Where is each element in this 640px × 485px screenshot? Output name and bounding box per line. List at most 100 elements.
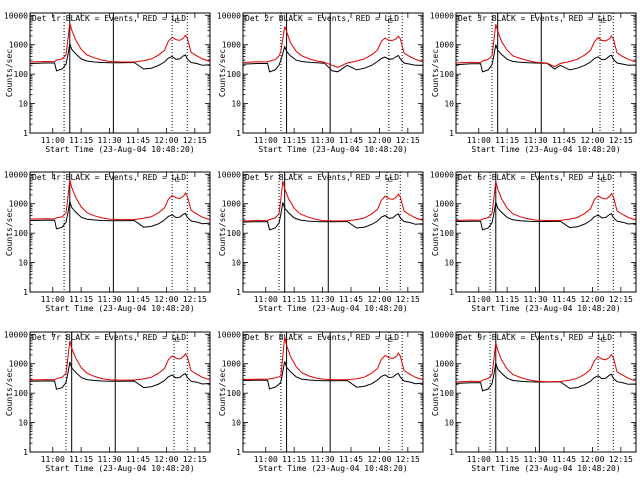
x-tick-label: 11:00 xyxy=(254,295,278,304)
x-tick-label: 12:00 xyxy=(580,136,604,145)
y-tick-label: 10 xyxy=(444,100,454,109)
y-tick-label: 100 xyxy=(227,70,242,79)
x-axis-label: Start Time (23-Aug-04 10:48:20) xyxy=(258,145,407,154)
panel-title: Det 5r BLACK = Events, RED = LLD xyxy=(245,173,399,182)
plot-frame xyxy=(242,171,424,293)
y-tick-label: 10000 xyxy=(430,170,454,179)
panel-det-6: 1 10 100 1000 10000 11:00 11:15 11:30 11:45 12:00… xyxy=(430,170,637,313)
panel-title: Det 8r BLACK = Events, RED = LLD xyxy=(245,333,399,342)
panel-det-2: 1 10 100 1000 10000 11:00 11:15 11:30 11:45 12:00… xyxy=(217,11,424,154)
y-tick-label: 10000 xyxy=(430,11,454,20)
y-tick-label: 10 xyxy=(444,259,454,268)
y-axis-label: Counts/sec xyxy=(431,208,440,256)
x-tick-label: 11:15 xyxy=(495,136,519,145)
y-tick-label: 100 xyxy=(440,229,455,238)
y-tick-label: 1 xyxy=(23,288,28,297)
y-tick-label: 10000 xyxy=(217,170,241,179)
x-axis-label: Start Time (23-Aug-04 10:48:20) xyxy=(258,464,407,473)
y-tick-label: 100 xyxy=(227,229,242,238)
panel-title: Det 9r BLACK = Events, RED = LLD xyxy=(458,333,612,342)
y-axis-label: Counts/sec xyxy=(5,208,14,256)
series-events-line xyxy=(242,361,424,390)
y-tick-label: 100 xyxy=(440,70,455,79)
panel-det-1: 1 10 100 1000 10000 11:00 11:15 11:30 11:45 12:00… xyxy=(4,11,211,154)
x-tick-label: 12:15 xyxy=(396,455,420,464)
y-tick-label: 1000 xyxy=(9,41,28,50)
legend-mark: ⊏ xyxy=(388,335,393,344)
x-tick-label: 11:15 xyxy=(495,455,519,464)
panel-det-5: 1 10 100 1000 10000 11:00 11:15 11:30 11:45 12:00… xyxy=(217,170,424,313)
x-tick-label: 11:15 xyxy=(282,136,306,145)
panel-det-8: 1 10 100 1000 10000 11:00 11:15 11:30 11:45 12:00… xyxy=(217,330,424,473)
y-tick-label: 1000 xyxy=(9,360,28,369)
series-events-line xyxy=(455,44,637,73)
plot-frame xyxy=(242,331,424,453)
x-tick-label: 11:00 xyxy=(467,295,491,304)
legend-mark: ⊏ xyxy=(175,16,180,25)
series-lld-line xyxy=(242,26,424,68)
plot-frame xyxy=(29,12,211,134)
x-axis-label: Start Time (23-Aug-04 10:48:20) xyxy=(471,464,620,473)
x-tick-label: 12:00 xyxy=(154,455,178,464)
x-tick-label: 11:15 xyxy=(69,455,93,464)
series-events-line xyxy=(455,201,637,231)
series-events-line xyxy=(455,362,637,392)
x-tick-label: 11:30 xyxy=(98,295,122,304)
y-tick-label: 1 xyxy=(449,129,454,138)
x-tick-label: 11:45 xyxy=(552,455,576,464)
series-events-line xyxy=(29,43,211,72)
y-tick-label: 1 xyxy=(23,129,28,138)
y-tick-label: 1000 xyxy=(435,360,454,369)
y-axis-label: Counts/sec xyxy=(5,49,14,97)
series-events-line xyxy=(29,201,211,230)
series-events-line xyxy=(242,45,423,73)
y-tick-label: 1 xyxy=(23,448,28,457)
panel-det-7: 1 10 100 1000 10000 11:00 11:15 11:30 11:45 12:00… xyxy=(4,330,211,473)
x-tick-label: 11:45 xyxy=(339,136,363,145)
x-tick-label: 11:15 xyxy=(282,455,306,464)
plot-frame xyxy=(29,331,211,453)
series-lld-line xyxy=(242,337,424,381)
y-axis-label: Counts/sec xyxy=(431,49,440,97)
x-tick-label: 11:45 xyxy=(126,295,150,304)
plot-frame xyxy=(242,12,424,134)
panel-title: Det 1r BLACK = Events, RED = LLD xyxy=(32,14,186,23)
x-tick-label: 12:00 xyxy=(154,136,178,145)
y-tick-label: 1000 xyxy=(222,200,241,209)
x-tick-label: 12:15 xyxy=(396,136,420,145)
y-tick-label: 100 xyxy=(440,389,455,398)
x-tick-label: 11:30 xyxy=(311,455,335,464)
x-axis-label: Start Time (23-Aug-04 10:48:20) xyxy=(471,304,620,313)
y-tick-label: 10000 xyxy=(217,330,241,339)
series-lld-line xyxy=(29,340,211,381)
y-axis-label: Counts/sec xyxy=(218,49,227,97)
x-tick-label: 11:45 xyxy=(126,455,150,464)
legend-mark: ⊏ xyxy=(601,175,606,184)
x-tick-label: 11:30 xyxy=(524,136,548,145)
y-tick-label: 1000 xyxy=(222,41,241,50)
y-axis-label: Counts/sec xyxy=(218,208,227,256)
y-tick-label: 10 xyxy=(231,419,241,428)
x-tick-label: 11:45 xyxy=(126,136,150,145)
y-tick-label: 10 xyxy=(18,100,28,109)
y-tick-label: 10000 xyxy=(4,11,28,20)
x-tick-label: 12:15 xyxy=(609,295,633,304)
x-tick-label: 11:45 xyxy=(552,136,576,145)
x-tick-label: 12:00 xyxy=(367,136,391,145)
x-tick-label: 11:45 xyxy=(339,295,363,304)
series-lld-line xyxy=(242,180,424,222)
x-tick-label: 12:15 xyxy=(609,455,633,464)
legend-mark: ⊏ xyxy=(601,16,606,25)
x-tick-label: 11:30 xyxy=(311,295,335,304)
x-tick-label: 12:15 xyxy=(609,136,633,145)
y-tick-label: 100 xyxy=(14,70,29,79)
legend-mark: ⊏ xyxy=(601,335,606,344)
x-tick-label: 11:30 xyxy=(98,455,122,464)
y-tick-label: 1000 xyxy=(435,41,454,50)
x-tick-label: 12:15 xyxy=(183,295,207,304)
series-events-line xyxy=(29,361,211,390)
y-tick-label: 10000 xyxy=(4,170,28,179)
x-tick-label: 12:00 xyxy=(367,455,391,464)
plot-frame xyxy=(455,12,637,134)
